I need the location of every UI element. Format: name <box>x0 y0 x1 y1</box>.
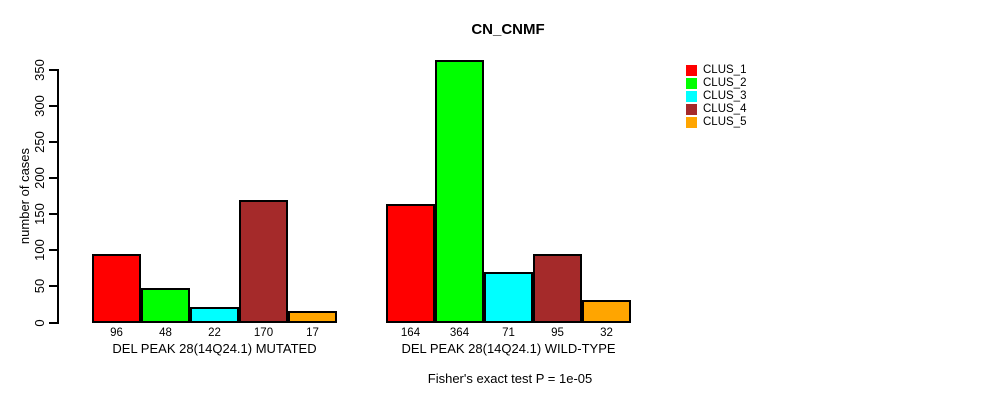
bar-value-label: 164 <box>400 327 421 339</box>
legend-swatch-clus-1 <box>686 65 697 76</box>
bar-clus-5-del-peak-28-14q24-1-mutated <box>288 310 337 323</box>
bar-value-label: 17 <box>306 327 319 339</box>
legend-swatch-clus-2 <box>686 78 697 89</box>
group-label-del-peak-28-14q24-1-mutated: DEL PEAK 28(14Q24.1) MUTATED <box>112 341 317 356</box>
y-tick <box>49 176 57 179</box>
bar-value-label: 95 <box>551 327 564 339</box>
legend-item-clus-5: CLUS_5 <box>686 116 746 129</box>
y-tick-label: 200 <box>32 167 47 189</box>
legend-label: CLUS_3 <box>703 90 747 102</box>
legend-item-clus-3: CLUS_3 <box>686 90 746 103</box>
y-tick-label: 300 <box>32 94 47 117</box>
y-tick <box>49 140 57 143</box>
y-tick <box>49 68 57 71</box>
bar-clus-5-del-peak-28-14q24-1-wild-type <box>582 299 631 323</box>
legend-item-clus-1: CLUS_1 <box>686 64 746 77</box>
y-tick <box>49 249 57 252</box>
caption-fisher-test: Fisher's exact test P = 1e-05 <box>427 371 593 386</box>
y-tick <box>49 321 57 324</box>
y-tick-label: 250 <box>32 130 47 153</box>
bar-clus-3-del-peak-28-14q24-1-mutated <box>190 306 239 323</box>
group-label-del-peak-28-14q24-1-wild-type: DEL PEAK 28(14Q24.1) WILD-TYPE <box>401 341 616 356</box>
bar-clus-2-del-peak-28-14q24-1-wild-type <box>435 59 484 323</box>
bar-clus-1-del-peak-28-14q24-1-wild-type <box>386 203 435 323</box>
bar-clus-2-del-peak-28-14q24-1-mutated <box>141 287 190 323</box>
legend-item-clus-2: CLUS_2 <box>686 77 746 90</box>
y-tick <box>49 104 57 107</box>
legend-label: CLUS_4 <box>703 103 747 115</box>
y-tick-label: 0 <box>32 318 47 327</box>
legend: CLUS_1 CLUS_2 CLUS_3 CLUS_4 CLUS_5 <box>686 64 746 129</box>
y-tick-label: 100 <box>32 239 47 262</box>
bar-clus-1-del-peak-28-14q24-1-mutated <box>92 253 141 323</box>
y-tick <box>49 213 57 216</box>
legend-label: CLUS_2 <box>703 77 747 89</box>
legend-item-clus-4: CLUS_4 <box>686 103 746 116</box>
y-tick <box>49 285 57 288</box>
bar-value-label: 22 <box>208 327 221 339</box>
bar-value-label: 32 <box>600 327 613 339</box>
legend-label: CLUS_1 <box>703 64 747 76</box>
bar-value-label: 96 <box>110 327 123 339</box>
legend-swatch-clus-5 <box>686 117 697 128</box>
y-axis-label: number of cases <box>17 147 32 245</box>
bar-clus-4-del-peak-28-14q24-1-mutated <box>239 199 288 323</box>
legend-swatch-clus-3 <box>686 91 697 102</box>
bar-value-label: 48 <box>159 327 172 339</box>
bar-value-label: 71 <box>502 327 515 339</box>
bar-value-label: 364 <box>449 327 470 339</box>
bar-value-label: 170 <box>253 327 274 339</box>
y-tick-label: 350 <box>32 58 47 81</box>
legend-label: CLUS_5 <box>703 116 747 128</box>
y-tick-label: 50 <box>32 279 47 294</box>
legend-swatch-clus-4 <box>686 104 697 115</box>
y-axis-line <box>57 69 59 324</box>
bar-clus-3-del-peak-28-14q24-1-wild-type <box>484 271 533 323</box>
chart-title: CN_CNMF <box>471 21 545 38</box>
bar-clus-4-del-peak-28-14q24-1-wild-type <box>533 253 582 323</box>
y-tick-label: 150 <box>32 203 47 225</box>
